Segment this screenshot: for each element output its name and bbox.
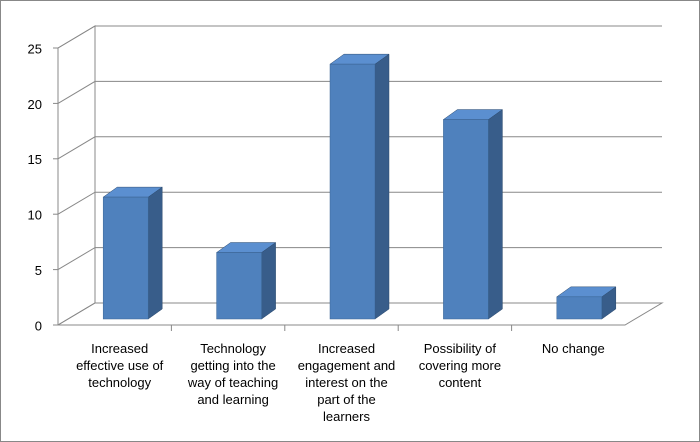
x-tick-label: Technology getting into the way of teach…: [187, 341, 279, 407]
bar: [556, 296, 603, 320]
bar: [329, 63, 376, 320]
y-tick-label: 5: [35, 263, 42, 278]
y-tick-label: 25: [28, 41, 42, 56]
x-tick-label: Increased effective use of technology: [76, 341, 164, 390]
y-tick-label: 15: [28, 152, 42, 167]
grid-line: [57, 80, 662, 104]
x-tick-label: Increased engagement and interest on the…: [297, 341, 396, 424]
x-tick-label: Possibility of covering more content: [418, 341, 502, 390]
bar-side: [261, 242, 276, 320]
y-tick-label: 20: [28, 97, 42, 112]
bar: [216, 252, 262, 320]
x-tick-label: No change: [541, 341, 605, 356]
bar-side: [374, 53, 390, 320]
y-tick-label: 0: [35, 318, 42, 333]
bar-side: [147, 186, 163, 320]
y-tick-label: 10: [28, 208, 42, 223]
grid-line: [57, 25, 662, 49]
bar-side: [488, 109, 503, 320]
bar: [443, 119, 489, 320]
bar: [102, 196, 149, 320]
